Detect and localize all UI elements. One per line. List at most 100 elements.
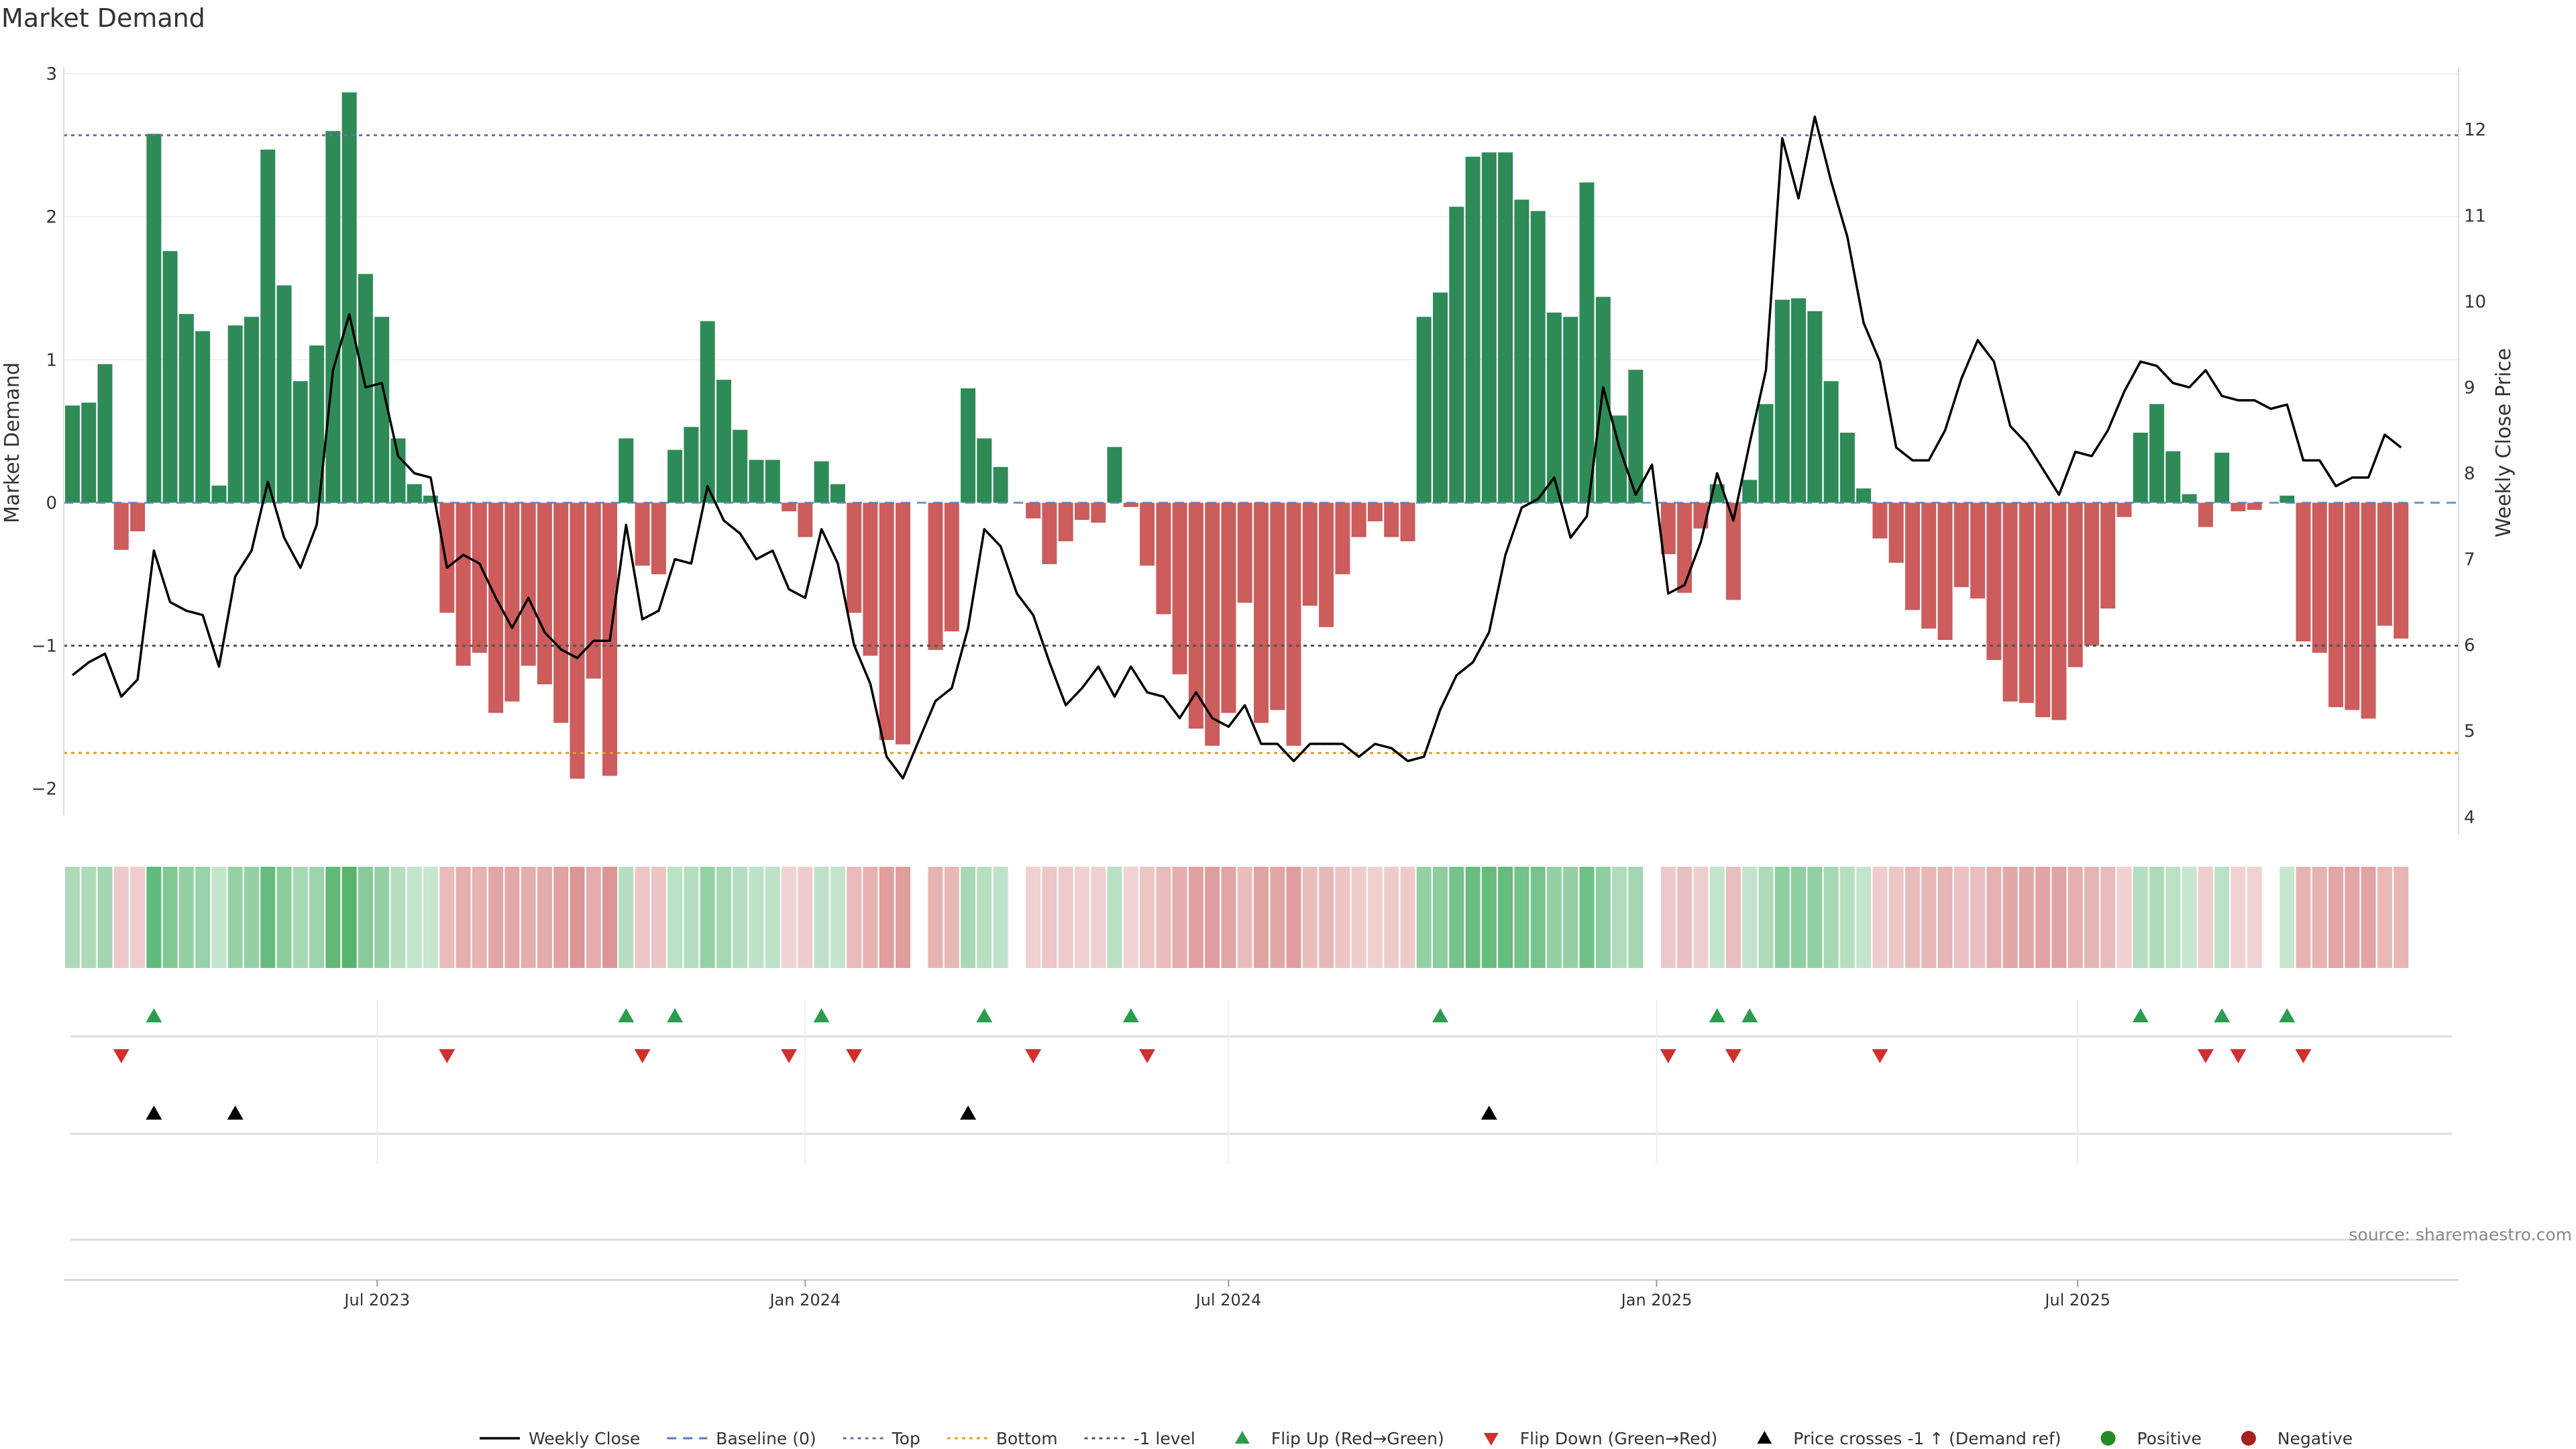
legend-label: Baseline (0): [716, 1429, 816, 1448]
demand-bar: [749, 460, 764, 503]
heat-cell: [1595, 867, 1611, 968]
demand-bar: [1628, 370, 1644, 503]
heat-cell: [993, 867, 1008, 968]
price-cross-marker: [146, 1106, 162, 1120]
y-axis-label: Market Demand: [1, 362, 24, 523]
heat-cell: [1205, 867, 1220, 968]
demand-bar: [553, 502, 569, 723]
demand-bar: [1921, 502, 1937, 629]
demand-bar: [1595, 297, 1611, 503]
demand-bar: [276, 285, 292, 503]
heat-cell: [2361, 867, 2376, 968]
legend-swatch: [2100, 1431, 2116, 1446]
demand-bar: [2002, 502, 2018, 702]
demand-bar: [2247, 502, 2262, 511]
demand-bar: [798, 502, 813, 537]
heat-cell: [97, 867, 113, 968]
demand-bar: [1254, 502, 1269, 723]
heat-cell: [2133, 867, 2148, 968]
demand-bar: [1140, 502, 1155, 566]
legend: Weekly Close Baseline (0) Top Bottom -1 leve…: [480, 1429, 2353, 1448]
demand-bar: [879, 502, 894, 741]
plot-background: [64, 73, 2459, 361]
heat-cell: [292, 867, 308, 968]
heat-cell: [1530, 867, 1546, 968]
heat-cell: [570, 867, 585, 968]
demand-bar: [2051, 502, 2067, 720]
heat-cell: [928, 867, 943, 968]
heat-cell: [2279, 867, 2295, 968]
y-tick-label: 1: [46, 350, 57, 370]
heat-cell: [162, 867, 178, 968]
demand-bar: [1075, 502, 1089, 520]
heat-cell: [586, 867, 601, 968]
flip-down-marker: [2197, 1049, 2214, 1063]
demand-bar: [146, 133, 162, 503]
heat-cell: [2312, 867, 2327, 968]
y2-tick-label: 11: [2464, 206, 2486, 226]
demand-bar: [260, 150, 276, 503]
legend-swatch: [1757, 1431, 1772, 1444]
demand-bar: [1807, 311, 1823, 503]
heat-cell: [1107, 867, 1122, 968]
flip-up-marker: [618, 1008, 635, 1022]
heat-cell: [1660, 867, 1676, 968]
heat-cell: [1937, 867, 1953, 968]
chart-title: Market Demand: [1, 3, 205, 33]
heat-cell: [619, 867, 634, 968]
demand-bar: [292, 381, 308, 503]
demand-bar: [1270, 502, 1285, 710]
heat-cell: [1400, 867, 1415, 968]
demand-bar: [993, 467, 1008, 503]
price-cross-marker: [1481, 1106, 1497, 1120]
flip-down-marker: [1872, 1049, 1888, 1063]
heat-cell: [1058, 867, 1073, 968]
y2-tick-label: 5: [2464, 722, 2475, 742]
heat-cell: [2296, 867, 2311, 968]
demand-bar: [423, 495, 438, 503]
heat-cell: [2198, 867, 2213, 968]
heat-cell: [896, 867, 910, 968]
demand-bar: [928, 502, 943, 650]
heat-cell: [407, 867, 422, 968]
y-tick-label: 0: [46, 493, 57, 513]
heat-cell: [1302, 867, 1318, 968]
demand-bar: [1481, 152, 1497, 503]
demand-bar: [2279, 495, 2295, 503]
demand-bar: [1791, 298, 1806, 503]
heat-cell: [651, 867, 666, 968]
demand-bar: [977, 438, 992, 503]
heat-cell: [1807, 867, 1823, 968]
demand-bar: [765, 460, 780, 503]
heat-cell: [1449, 867, 1464, 968]
flip-up-marker: [976, 1008, 993, 1022]
heat-cell: [521, 867, 536, 968]
heat-cell: [1791, 867, 1806, 968]
heat-cell: [488, 867, 504, 968]
heat-cell: [260, 867, 276, 968]
y2-tick-label: 12: [2464, 120, 2486, 140]
flip-up-marker: [2214, 1008, 2231, 1022]
demand-bar: [2231, 502, 2246, 512]
demand-bar: [1286, 502, 1301, 746]
flip-up-marker: [2279, 1008, 2296, 1022]
demand-bar: [667, 449, 683, 503]
demand-bar: [439, 502, 455, 613]
demand-bar: [651, 502, 666, 574]
demand-bar: [162, 251, 178, 503]
heat-cell: [504, 867, 520, 968]
legend-label: Flip Down (Green→Red): [1520, 1429, 1718, 1448]
demand-bar: [570, 502, 585, 779]
demand-bar: [1319, 502, 1334, 627]
demand-bar: [1351, 502, 1366, 537]
demand-bar: [390, 438, 406, 503]
flip-down-marker: [1139, 1049, 1156, 1063]
demand-bar: [1872, 502, 1888, 539]
demand-bar: [1823, 381, 1839, 503]
demand-bar: [863, 502, 878, 656]
demand-bar: [700, 321, 715, 503]
demand-bar: [504, 502, 520, 702]
heat-cell: [1872, 867, 1888, 968]
demand-bar: [1400, 502, 1415, 541]
